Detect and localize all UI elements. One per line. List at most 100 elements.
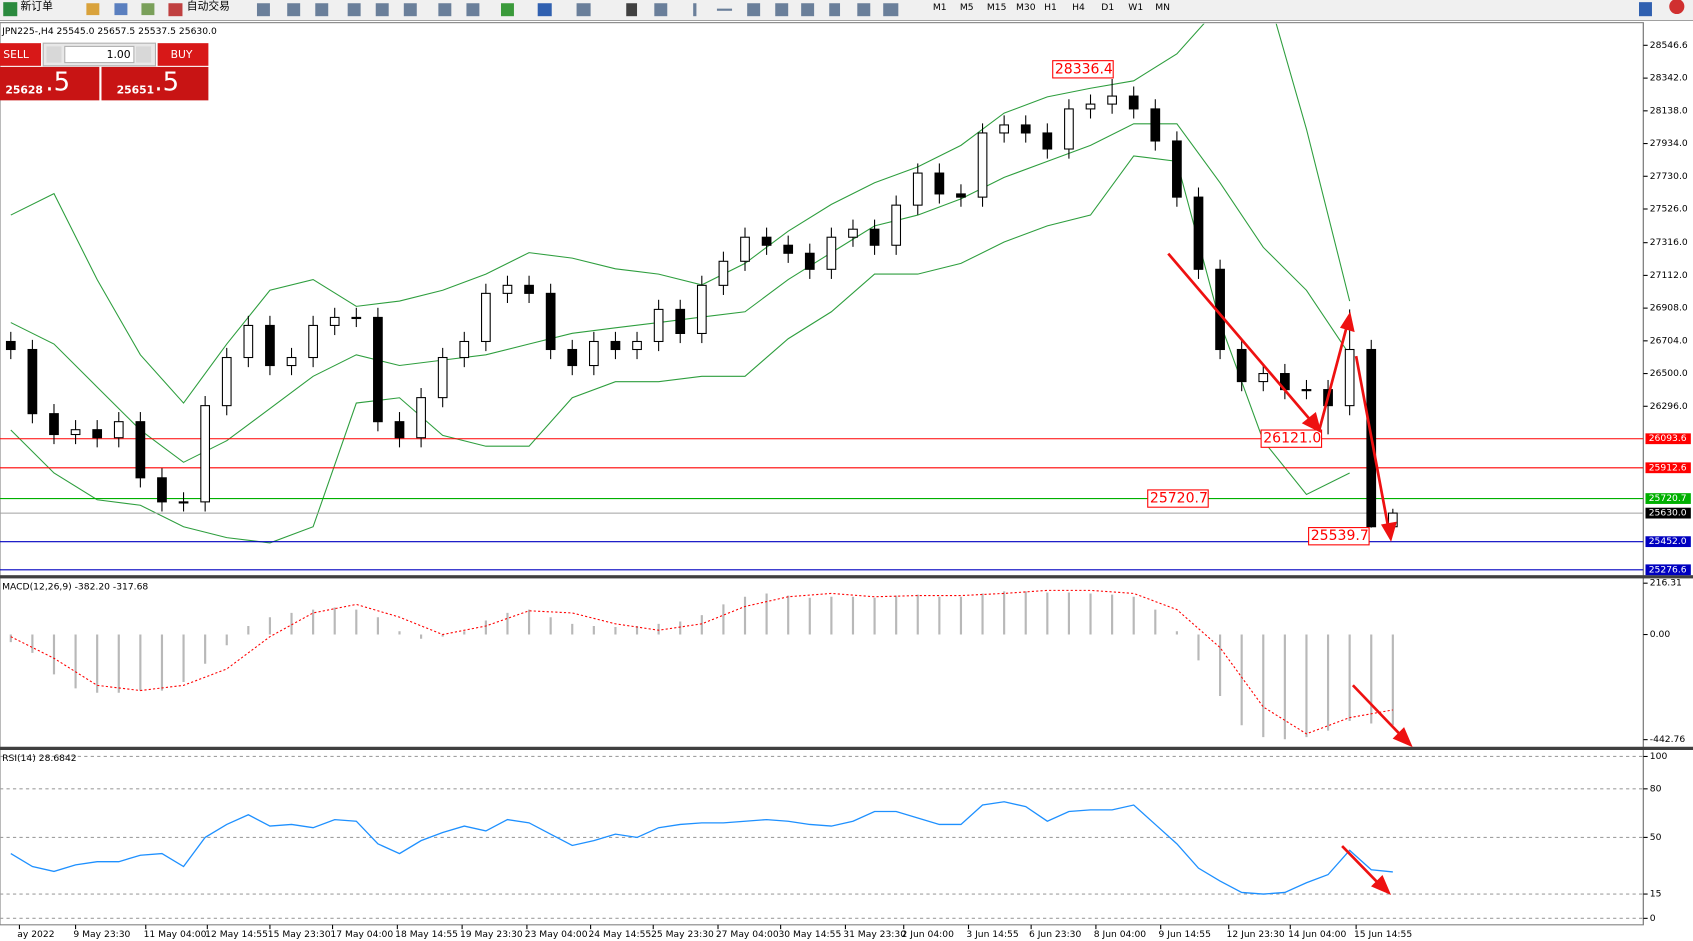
price-level-label: 26093.6 (1649, 433, 1687, 444)
x-tick-label: 8 Jun 04:00 (1094, 929, 1147, 940)
macd-pane: 216.31 0.00 -442.76 MACD(12,26,9) -382.20 -… (2, 578, 1685, 745)
toolbar-icon[interactable] (375, 3, 389, 17)
candle-body (653, 308, 664, 343)
indicator-title: RSI(14) 28.6842 (2, 753, 76, 764)
arrow-head (1339, 311, 1355, 333)
toolbar-icon[interactable] (500, 3, 514, 17)
candle-body (200, 405, 211, 503)
bid-box[interactable] (0, 66, 100, 101)
price-level-label: 25452.0 (1649, 536, 1687, 547)
lots-input[interactable] (64, 45, 135, 64)
x-tick-label: 25 May 23:30 (651, 929, 714, 940)
candle-body (1172, 140, 1182, 198)
candle-body (113, 421, 124, 439)
toolbar-icon[interactable] (654, 3, 668, 17)
timeframe-button[interactable]: W1 (1128, 2, 1143, 13)
lots-up[interactable] (136, 46, 152, 63)
toolbar-icon[interactable] (466, 3, 480, 17)
y-tick-label: 28138.0 (1650, 105, 1688, 116)
candle-body (826, 236, 837, 270)
toolbar (0, 0, 1693, 21)
toolbar-icon[interactable] (438, 3, 452, 17)
new-order-icon[interactable] (3, 2, 18, 17)
candle-body (1344, 348, 1355, 407)
annotation-label: 25720.7 (1150, 491, 1208, 507)
x-tick-label: 11 May 04:00 (144, 929, 207, 940)
candle-body (481, 292, 491, 343)
toolbar-icon[interactable] (775, 3, 789, 17)
toolbar-icon[interactable] (716, 8, 733, 11)
buy-button[interactable] (157, 43, 209, 66)
timeframe-button[interactable]: M15 (987, 2, 1007, 13)
toolbar-icon[interactable] (86, 3, 100, 16)
auto-trade-button[interactable]: 自动交易 (187, 0, 230, 12)
x-tick-label: 31 May 23:30 (843, 929, 906, 940)
timeframe-button[interactable]: H4 (1072, 2, 1085, 13)
toolbar-icon[interactable] (693, 3, 697, 17)
bid-price: 25628 (5, 84, 43, 97)
toolbar-icon[interactable] (829, 3, 841, 17)
bollinger-upper (10, 23, 1351, 404)
y-tick-label: 26500.0 (1650, 368, 1688, 379)
candle-body (416, 397, 426, 439)
arrow-head (1380, 521, 1397, 542)
timeframe-button[interactable]: M5 (960, 2, 974, 13)
toolbar-icon[interactable] (576, 3, 591, 17)
y-tick-label: 216.31 (1650, 578, 1682, 589)
candle-body (1064, 108, 1074, 150)
toolbar-icon[interactable] (626, 3, 638, 17)
x-tick-label: 18 May 14:55 (395, 929, 458, 940)
candle-body (675, 308, 686, 335)
new-order-button[interactable]: 新订单 (21, 0, 54, 12)
trade-panel: SELL 1.00 BUY 25628 .5 25651 .5 (0, 42, 209, 101)
toolbar-icon[interactable] (883, 3, 899, 17)
toolbar-icon[interactable] (315, 3, 329, 17)
toolbar-icon[interactable] (403, 3, 417, 17)
x-tick-label: 14 Jun 04:00 (1288, 929, 1346, 940)
arrow (1354, 355, 1390, 530)
buy-label[interactable]: BUY (171, 48, 193, 61)
search-icon[interactable] (1639, 2, 1652, 17)
candle-body (1042, 132, 1053, 150)
price-level-tag (1645, 462, 1691, 474)
toolbar-icon[interactable] (857, 3, 871, 17)
ask-box[interactable] (101, 66, 209, 101)
candle-body (243, 324, 254, 359)
timeframe-button[interactable]: M1 (933, 2, 947, 13)
auto-trade-icon[interactable] (168, 3, 183, 17)
timeframe-bar: M1 M5 M15 M30 H1 H4 D1 W1 MN (933, 2, 1170, 13)
toolbar-icon[interactable] (256, 3, 270, 17)
timeframe-button[interactable]: H1 (1044, 2, 1057, 13)
price-level-label: 25720.7 (1649, 493, 1687, 504)
arrow (1167, 252, 1314, 424)
toolbar-icon[interactable] (347, 3, 361, 17)
x-tick-label: 30 May 14:55 (778, 929, 841, 940)
toolbar-icon[interactable] (114, 3, 128, 16)
price-level-label: 25276.6 (1649, 564, 1687, 575)
sell-button[interactable] (0, 43, 42, 66)
arrow-head (1301, 412, 1322, 434)
toolbar-icon[interactable] (141, 3, 155, 16)
y-tick-label: 27730.0 (1650, 171, 1688, 182)
toolbar-icon[interactable] (747, 3, 761, 17)
timeframe-button[interactable]: MN (1155, 2, 1170, 13)
x-tick-label: 24 May 14:55 (588, 929, 651, 940)
macd-signal (10, 589, 1393, 735)
lots-down[interactable] (46, 46, 62, 63)
y-tick-label: 0 (1650, 913, 1656, 924)
candle-body (459, 340, 470, 359)
toolbar-icon[interactable] (287, 3, 301, 17)
candle-body (351, 316, 362, 320)
toolbar-icon[interactable] (801, 3, 815, 17)
trend-arrows (1167, 252, 1413, 896)
annotation-box (1052, 60, 1114, 79)
sell-label[interactable]: SELL (3, 48, 29, 61)
timeframe-button[interactable]: M30 (1016, 2, 1036, 13)
price-level-tag (1645, 433, 1691, 445)
rsi-pane: 100 80 50 15 0 RSI(14) 28.6842 (0, 751, 1667, 924)
notification-badge[interactable] (1669, 0, 1685, 15)
toolbar-icon[interactable] (537, 3, 552, 17)
timeframe-button[interactable]: D1 (1101, 2, 1114, 13)
candle-body (92, 429, 103, 439)
